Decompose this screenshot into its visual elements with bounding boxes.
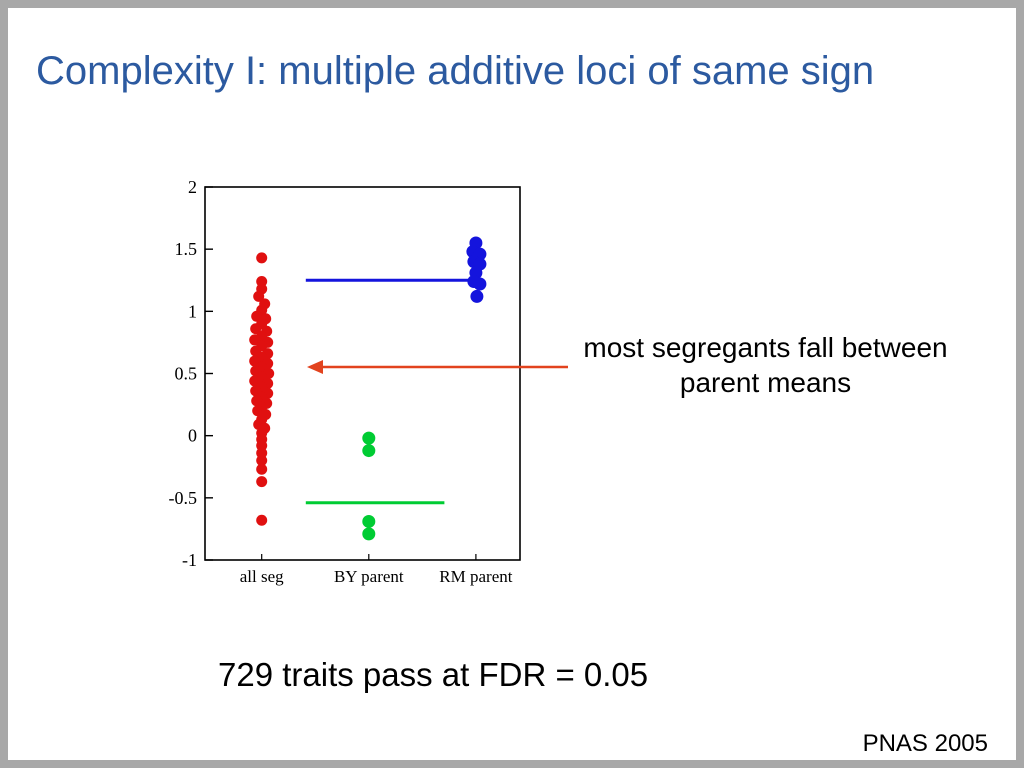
y-tick-label: 2 xyxy=(188,177,197,197)
source-text: PNAS 2005 xyxy=(862,730,988,757)
y-tick-label: 0.5 xyxy=(175,364,198,384)
slide: Complexity I: multiple additive loci of … xyxy=(8,8,1016,760)
data-point-by-parent xyxy=(362,527,376,541)
x-category-label: RM parent xyxy=(439,567,512,586)
data-point-rm-parent xyxy=(473,277,487,291)
data-point-all-seg xyxy=(256,463,268,475)
x-category-label: all seg xyxy=(240,567,284,586)
data-point-all-seg xyxy=(250,323,262,335)
y-tick-label: -0.5 xyxy=(169,488,198,508)
strip-plot-svg: 2 1.5 1 0.5 0 -0.5 -1 all seg BY parent RM parent xyxy=(169,177,521,586)
data-point-rm-parent xyxy=(470,289,484,303)
caption-text: 729 traits pass at FDR = 0.05 xyxy=(218,656,649,693)
data-point-all-seg xyxy=(256,514,268,526)
data-point-all-seg xyxy=(253,290,265,302)
y-tick-label: 1.5 xyxy=(175,239,198,259)
x-category-label: BY parent xyxy=(334,567,404,586)
data-point-all-seg xyxy=(256,455,268,467)
data-point-by-parent xyxy=(362,444,376,458)
y-tick-label: 1 xyxy=(188,301,197,321)
data-point-all-seg xyxy=(256,252,268,264)
data-point-all-seg xyxy=(256,476,268,488)
data-point-by-parent xyxy=(362,514,376,528)
y-tick-label: 0 xyxy=(188,426,197,446)
slide-title: Complexity I: multiple additive loci of … xyxy=(36,49,875,93)
annotation-text: most segregants fall between parent mean… xyxy=(583,332,948,398)
y-tick-label: -1 xyxy=(182,550,197,570)
data-point-by-parent xyxy=(362,431,376,445)
